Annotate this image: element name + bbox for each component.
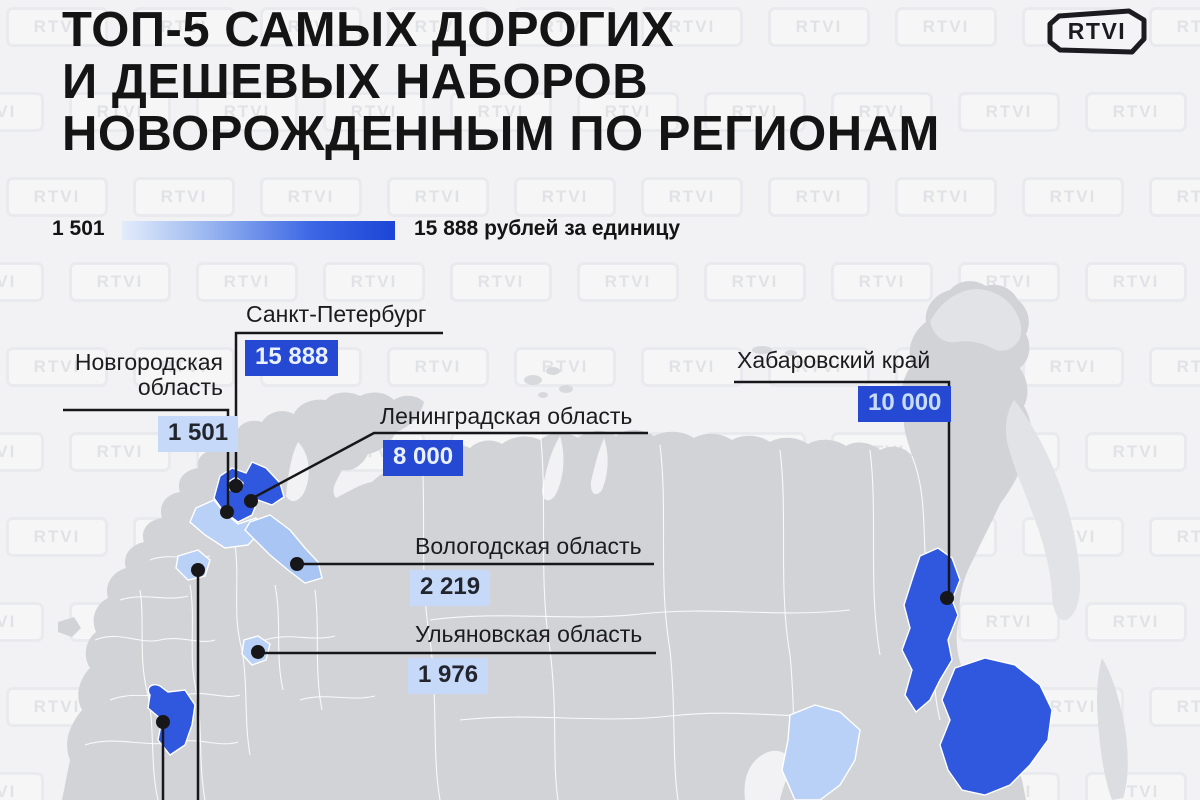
- russia-landmass: [58, 281, 1032, 800]
- value-badge-novgorod-oblast: 1 501: [158, 416, 239, 452]
- label-vologda-oblast: Вологодская область: [415, 533, 642, 559]
- label-khabarovsk-krai: Хабаровский край: [737, 347, 931, 373]
- label-sankt-peterburg: Санкт-Петербург: [246, 301, 427, 327]
- callout-dot-novgorod: [220, 505, 234, 519]
- region-unlabeled-light-east: [781, 704, 861, 800]
- callout-dot-sankt-peterburg: [229, 479, 243, 493]
- value-badge-leningrad-oblast: 8 000: [383, 440, 464, 476]
- region-khabarovsk-krai: [901, 547, 961, 714]
- value-badge-khabarovsk-krai: 10 000: [858, 386, 952, 422]
- callout-dot-ulyanovsk: [251, 645, 265, 659]
- legend-gradient-bar: [122, 221, 395, 240]
- rtvi-logo-badge: RTVI: [1047, 8, 1147, 55]
- label-ulyanovsk-oblast: Ульяновская область: [415, 621, 643, 647]
- callout-dots: [156, 479, 954, 729]
- title-line-3: НОВОРОЖДЕННЫМ ПО РЕГИОНАМ: [62, 107, 940, 161]
- callout-line-khabarovsk: [734, 380, 951, 594]
- callout-dot-vologda: [290, 557, 304, 571]
- title-line-2: И ДЕШЕВЫХ НАБОРОВ: [62, 55, 649, 109]
- region-khabarovsk-krai-south: [939, 657, 1053, 796]
- label-novgorod-oblast: Новгородская область: [74, 349, 223, 400]
- page-title: ТОП-5 САМЫХ ДОРОГИХ И ДЕШЕВЫХ НАБОРОВ НО…: [62, 4, 940, 160]
- callout-line-leningrad: [250, 431, 648, 501]
- label-leningrad-oblast: Ленинградская область: [380, 403, 633, 429]
- value-badge-sankt-peterburg: 15 888: [245, 340, 339, 376]
- far-east-light-areas: [930, 289, 1128, 800]
- rtvi-logo-text: RTVI: [1068, 18, 1126, 44]
- rtvi-logo: RTVI: [1046, 8, 1148, 61]
- value-badge-ulyanovsk-oblast: 1 976: [408, 658, 489, 694]
- callout-dot-leningrad: [244, 494, 258, 508]
- value-badge-vologda-oblast: 2 219: [410, 570, 491, 606]
- callout-line-novgorod: [63, 408, 230, 507]
- sea-inlets: [286, 436, 792, 800]
- title-line-1: ТОП-5 САМЫХ ДОРОГИХ: [62, 3, 675, 57]
- callout-dot-cutoff-2: [191, 563, 205, 577]
- callout-dot-khabarovsk: [940, 591, 954, 605]
- legend-min-label: 1 501: [52, 217, 105, 240]
- legend-max-label: 15 888 рублей за единицу: [414, 217, 681, 240]
- callout-dot-cutoff-1: [156, 715, 170, 729]
